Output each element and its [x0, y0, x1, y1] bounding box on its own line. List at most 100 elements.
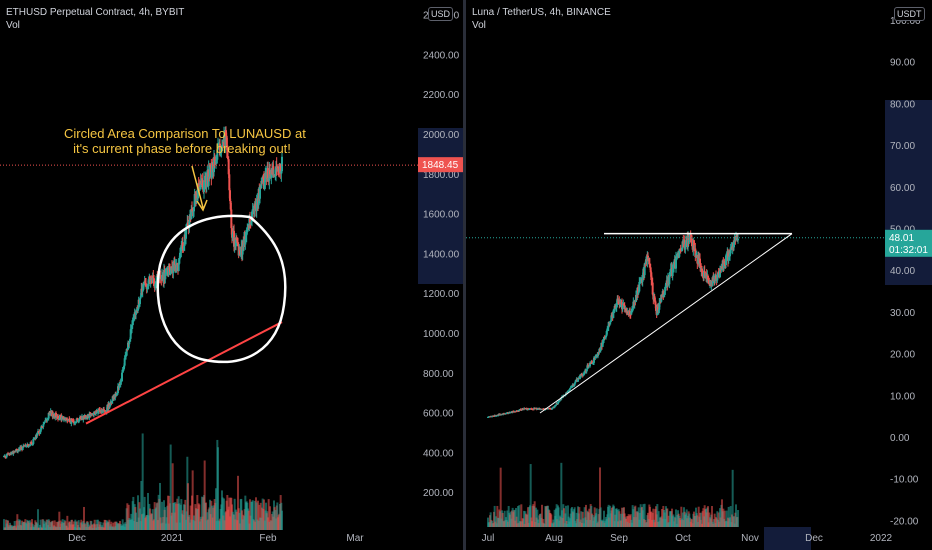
- candle: [597, 352, 599, 357]
- candle: [571, 386, 573, 388]
- candle: [228, 174, 231, 191]
- candle: [155, 281, 157, 284]
- candle: [574, 381, 577, 384]
- candle: [225, 130, 227, 136]
- candle: [129, 329, 132, 339]
- candle: [627, 311, 629, 314]
- candle: [737, 238, 739, 241]
- candle: [703, 271, 706, 273]
- candle: [114, 394, 117, 398]
- candle: [629, 311, 631, 315]
- candle: [124, 355, 127, 359]
- volume-bar: [169, 444, 172, 530]
- y-axis-tick-label: 20.00: [890, 350, 915, 361]
- candle: [229, 201, 232, 210]
- candle: [72, 420, 75, 422]
- volume-bar: [83, 506, 85, 530]
- candle: [103, 409, 105, 411]
- candle: [272, 166, 275, 176]
- volume-bar: [205, 502, 207, 530]
- volume-bar: [619, 513, 622, 527]
- candle: [135, 310, 137, 315]
- candle: [181, 242, 184, 249]
- candle: [179, 251, 182, 253]
- candle: [259, 185, 261, 199]
- candle: [519, 409, 522, 411]
- candle: [136, 310, 139, 312]
- candle: [662, 291, 665, 296]
- candle: [607, 327, 609, 329]
- candle: [239, 254, 242, 256]
- candle: [605, 335, 607, 338]
- candle: [109, 401, 112, 406]
- candle: [275, 166, 277, 175]
- volume-bar: [164, 507, 167, 530]
- candle: [609, 320, 612, 322]
- candle: [177, 263, 180, 271]
- luna-symbol-title: Luna / TetherUS, 4h, BINANCE: [472, 7, 611, 18]
- candle: [143, 281, 145, 286]
- candle: [553, 406, 556, 408]
- candle: [669, 268, 672, 273]
- volume-bar: [238, 512, 241, 530]
- candle: [594, 356, 597, 358]
- candle: [172, 262, 175, 273]
- candle: [567, 390, 570, 392]
- volume-bar: [132, 496, 135, 530]
- candle: [127, 342, 129, 350]
- volume-bar: [565, 505, 567, 527]
- volume-bar: [578, 507, 581, 527]
- y-axis-tick-label: 2200.00: [423, 90, 460, 101]
- candle: [614, 305, 617, 309]
- candle: [95, 411, 97, 414]
- candle: [36, 432, 39, 436]
- luna-chart[interactable]: -20.00-10.000.0010.0020.0030.0040.0050.0…: [466, 0, 932, 550]
- luna-currency-badge[interactable]: USDT: [894, 7, 925, 21]
- candle: [167, 266, 170, 276]
- y-axis-tick-label: 10.00: [890, 391, 915, 402]
- volume-bar: [573, 507, 576, 527]
- candle: [679, 249, 682, 251]
- eth-chart[interactable]: 200.00 400.00 600.00 800.00 1000.00 1200.00 14…: [0, 0, 463, 550]
- volume-bar: [16, 514, 19, 530]
- pane-divider[interactable]: [463, 0, 466, 550]
- y-axis-tick-label: 200.00: [423, 488, 454, 499]
- candle: [178, 258, 181, 264]
- volume-bar: [171, 463, 174, 530]
- y-axis-tick-label: 60.00: [890, 183, 915, 194]
- candle: [217, 146, 219, 150]
- candle: [673, 264, 675, 268]
- candle: [197, 184, 199, 199]
- candle: [514, 411, 517, 413]
- eth-currency-badge[interactable]: USD: [428, 7, 454, 21]
- luna-chart-pane[interactable]: -20.00-10.000.0010.0020.0030.0040.0050.0…: [466, 0, 932, 550]
- candle: [122, 369, 125, 372]
- volume-bar: [711, 505, 713, 527]
- candle: [651, 279, 653, 283]
- candle: [699, 258, 701, 264]
- volume-bar: [13, 521, 16, 530]
- volume-bar: [735, 504, 737, 527]
- eth-chart-pane[interactable]: 200.00 400.00 600.00 800.00 1000.00 1200.00 14…: [0, 0, 463, 550]
- volume-bar: [269, 506, 271, 530]
- candle: [111, 396, 114, 401]
- candle: [165, 270, 168, 273]
- volume-bar: [627, 514, 630, 527]
- volume-bar: [729, 506, 732, 527]
- volume-bar: [700, 512, 703, 527]
- candle: [119, 381, 122, 385]
- candle: [245, 235, 247, 239]
- volume-bar: [127, 504, 130, 530]
- candle: [261, 176, 264, 183]
- candle: [146, 286, 149, 289]
- volume-bar: [184, 499, 187, 530]
- candle: [568, 389, 571, 391]
- candle: [215, 160, 217, 162]
- volume-bar: [167, 495, 169, 530]
- candle: [629, 314, 632, 316]
- time-range-highlight: [764, 527, 811, 550]
- candle: [530, 408, 533, 410]
- volume-bar: [178, 503, 181, 530]
- candle: [190, 209, 193, 220]
- candle: [254, 204, 257, 209]
